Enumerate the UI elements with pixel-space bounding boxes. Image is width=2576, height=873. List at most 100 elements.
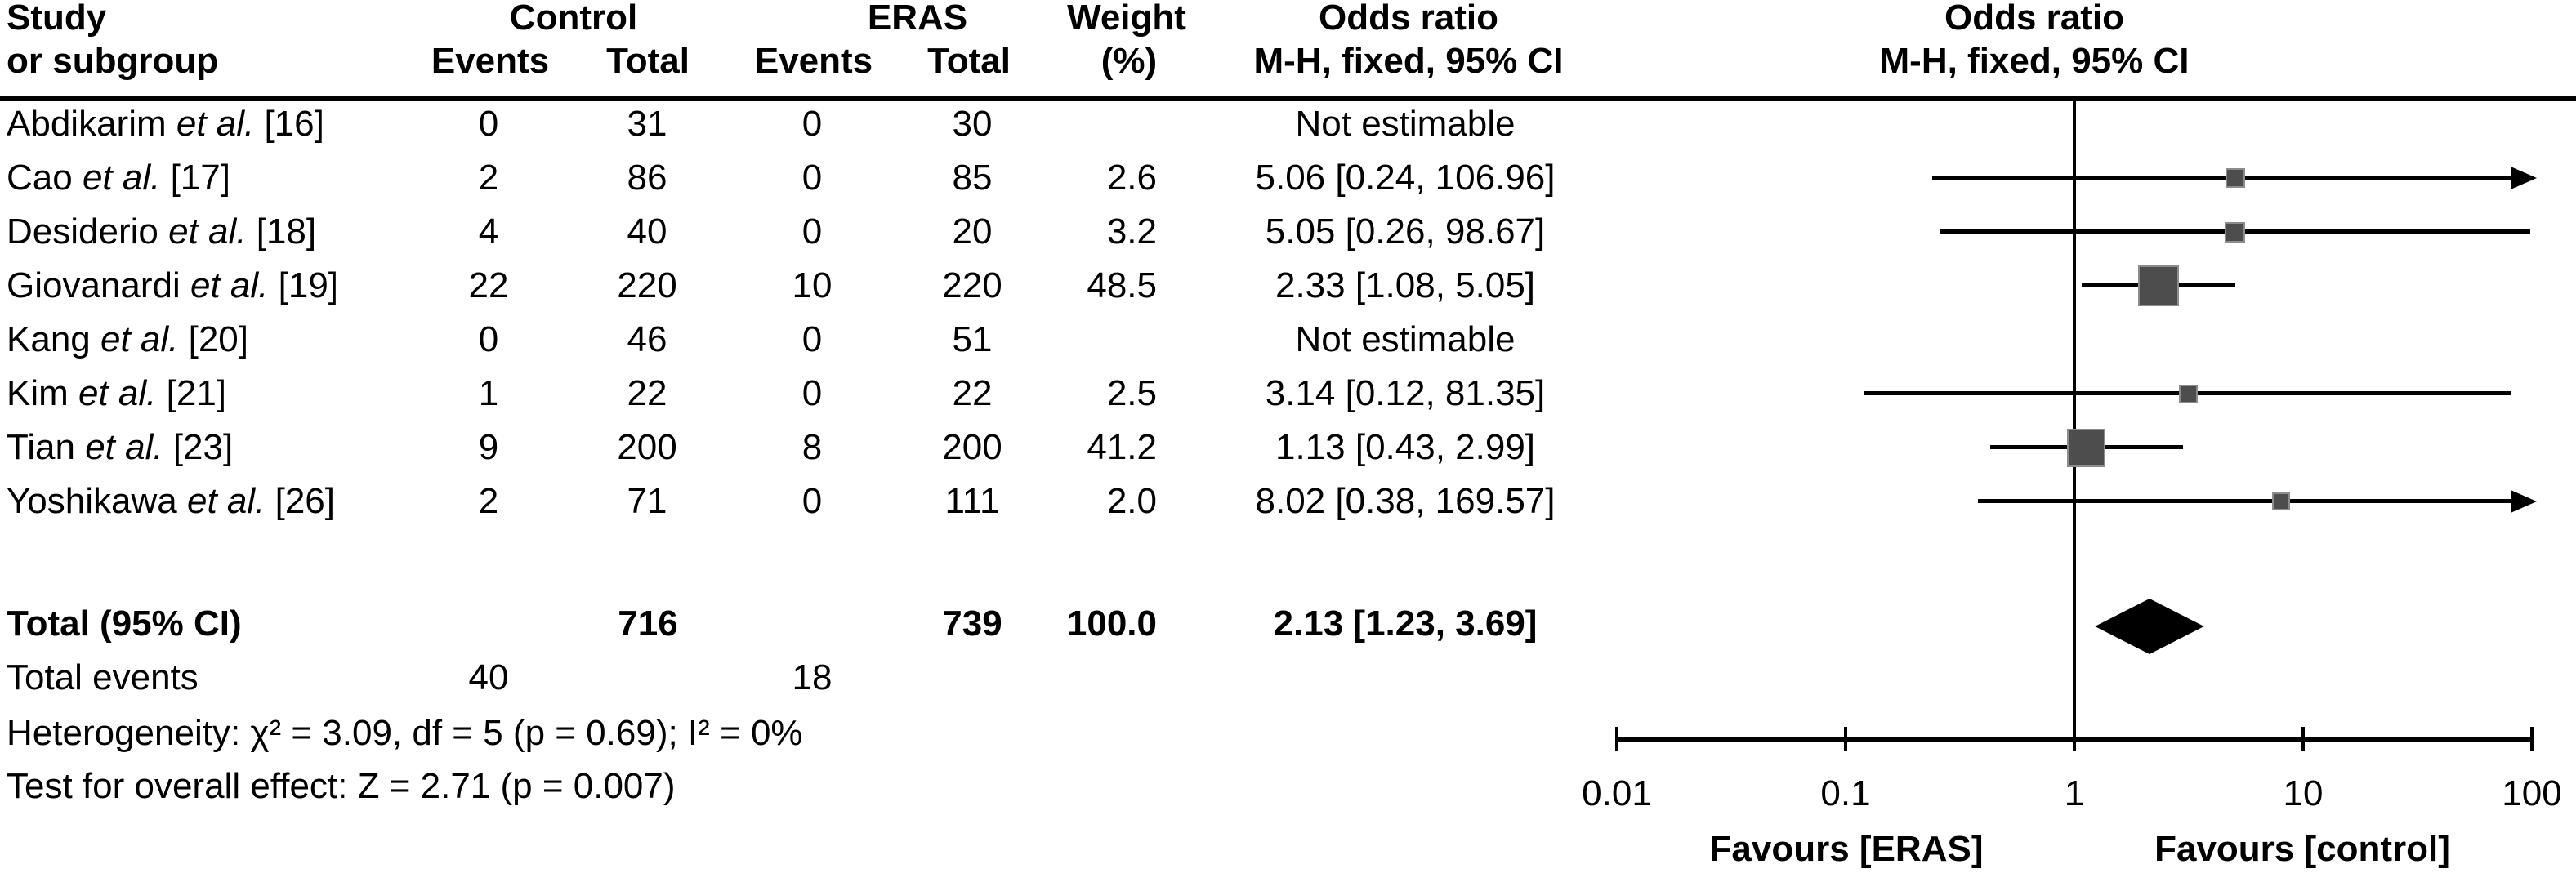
header-or-plot-line2: M-H, fixed, 95% CI <box>1879 41 2190 81</box>
eras-events-value: 0 <box>801 373 823 413</box>
study-name: Giovanardi et al. [19] <box>7 265 339 305</box>
study-name: Abdikarim et al. [16] <box>7 104 324 144</box>
or-ci-text: 1.13 [0.43, 2.99] <box>1275 427 1536 467</box>
or-ci-text: 2.33 [1.08, 5.05] <box>1275 265 1536 305</box>
total-or-ci-text: 2.13 [1.23, 3.69] <box>1273 604 1538 644</box>
study-name: Yoshikawa et al. [26] <box>7 481 335 521</box>
header-or-text-line2: M-H, fixed, 95% CI <box>1253 41 1564 81</box>
total-row-label: Total (95% CI) <box>7 604 242 644</box>
control-events-value: 4 <box>478 212 499 252</box>
weight-value: 2.0 <box>1106 481 1157 521</box>
control-events-value: 0 <box>478 104 499 144</box>
or-ci-text: 8.02 [0.38, 169.57] <box>1255 481 1556 521</box>
control-total-value: 46 <box>627 319 667 359</box>
x-axis-tick-label: 0.1 <box>1820 773 1871 813</box>
weight-value: 2.6 <box>1106 158 1157 198</box>
or-ci-text: Not estimable <box>1295 319 1516 359</box>
overall-effect-test: Test for overall effect: Z = 2.71 (p = 0… <box>7 766 676 806</box>
control-total-value: 200 <box>617 427 677 467</box>
weight-value: 41.2 <box>1087 427 1157 467</box>
or-point-marker <box>2067 428 2106 467</box>
study-etal: et al. <box>176 481 275 521</box>
ci-arrow-right <box>2511 490 2537 513</box>
x-axis-tick-label: 10 <box>2283 773 2324 813</box>
weight-value: 48.5 <box>1087 265 1157 305</box>
or-ci-text: 3.14 [0.12, 81.35] <box>1265 373 1546 413</box>
control-events-value: 2 <box>478 158 499 198</box>
ci-line <box>1932 176 2512 180</box>
study-name: Tian et al. [23] <box>7 427 234 467</box>
or-point-marker <box>2272 492 2291 510</box>
eras-total-value: 51 <box>952 319 993 359</box>
ci-arrow-right <box>2511 167 2537 189</box>
header-weight-line1: Weight <box>1067 0 1186 38</box>
control-events-value: 0 <box>478 319 499 359</box>
study-name: Kim et al. [21] <box>7 373 227 413</box>
control-events-value: 9 <box>478 427 499 467</box>
total-events-eras: 18 <box>792 657 833 697</box>
header-eras-events: Events <box>754 41 873 81</box>
header-control-total: Total <box>606 41 690 81</box>
header-eras-total: Total <box>927 41 1011 81</box>
x-axis-tick <box>2073 727 2076 751</box>
header-control-events: Events <box>431 41 550 81</box>
or-point-marker <box>2225 221 2246 243</box>
control-total-value: 86 <box>627 158 667 198</box>
eras-total-value: 22 <box>952 373 993 413</box>
eras-events-value: 0 <box>801 158 823 198</box>
x-axis-tick-label: 100 <box>2502 773 2562 813</box>
total-diamond <box>2095 599 2204 654</box>
eras-events-value: 0 <box>801 481 823 521</box>
x-axis-tick-label: 1 <box>2064 773 2085 813</box>
x-axis-tick-label: 0.01 <box>1582 773 1652 813</box>
or-point-marker <box>2178 384 2198 403</box>
header-study-line2: or subgroup <box>7 41 219 81</box>
eras-total-value: 220 <box>942 265 1002 305</box>
header-or-plot-line1: Odds ratio <box>1944 0 2125 38</box>
control-events-value: 2 <box>478 481 499 521</box>
eras-events-value: 0 <box>801 104 823 144</box>
control-events-value: 22 <box>468 265 509 305</box>
eras-total-value: 30 <box>952 104 993 144</box>
total-events-control: 40 <box>468 657 509 697</box>
or-ci-text: 5.06 [0.24, 106.96] <box>1255 158 1556 198</box>
control-events-value: 1 <box>478 373 499 413</box>
or-ci-text: Not estimable <box>1295 104 1516 144</box>
eras-total-value: 200 <box>942 427 1002 467</box>
control-total-value: 71 <box>627 481 667 521</box>
total-events-label: Total events <box>7 657 199 697</box>
x-axis-tick <box>1615 727 1618 751</box>
or-ci-text: 5.05 [0.26, 98.67] <box>1265 212 1546 252</box>
x-axis-tick <box>2530 727 2534 751</box>
x-axis-tick <box>2301 727 2305 751</box>
study-name: Desiderio et al. [18] <box>7 212 317 252</box>
eras-events-value: 8 <box>801 427 823 467</box>
header-or-text-line1: Odds ratio <box>1318 0 1499 38</box>
study-etal: et al. <box>158 212 257 252</box>
favours-left-label: Favours [ERAS] <box>1709 829 1984 869</box>
weight-value: 2.5 <box>1106 373 1157 413</box>
control-total-value: 40 <box>627 212 667 252</box>
eras-events-value: 0 <box>801 319 823 359</box>
favours-right-label: Favours [control] <box>2154 829 2450 869</box>
control-total-value: 22 <box>627 373 667 413</box>
study-name: Kang et al. [20] <box>7 319 248 359</box>
weight-value: 3.2 <box>1106 212 1157 252</box>
header-weight-line2: (%) <box>1100 41 1158 81</box>
header-group-control: Control <box>509 0 638 38</box>
total-weight: 100.0 <box>1066 604 1157 644</box>
study-etal: et al. <box>72 158 171 198</box>
eras-total-value: 111 <box>944 481 1000 521</box>
ci-line <box>1978 499 2512 503</box>
control-total-value: 31 <box>627 104 667 144</box>
no-effect-line <box>2073 99 2076 750</box>
study-etal: et al. <box>180 265 279 305</box>
study-etal: et al. <box>68 373 167 413</box>
total-control-total: 716 <box>618 604 678 644</box>
or-point-marker <box>2137 265 2179 306</box>
or-point-marker <box>2226 168 2246 188</box>
study-etal: et al. <box>166 104 265 144</box>
heterogeneity-stats: Heterogeneity: χ² = 3.09, df = 5 (p = 0.… <box>7 713 803 753</box>
control-total-value: 220 <box>617 265 677 305</box>
